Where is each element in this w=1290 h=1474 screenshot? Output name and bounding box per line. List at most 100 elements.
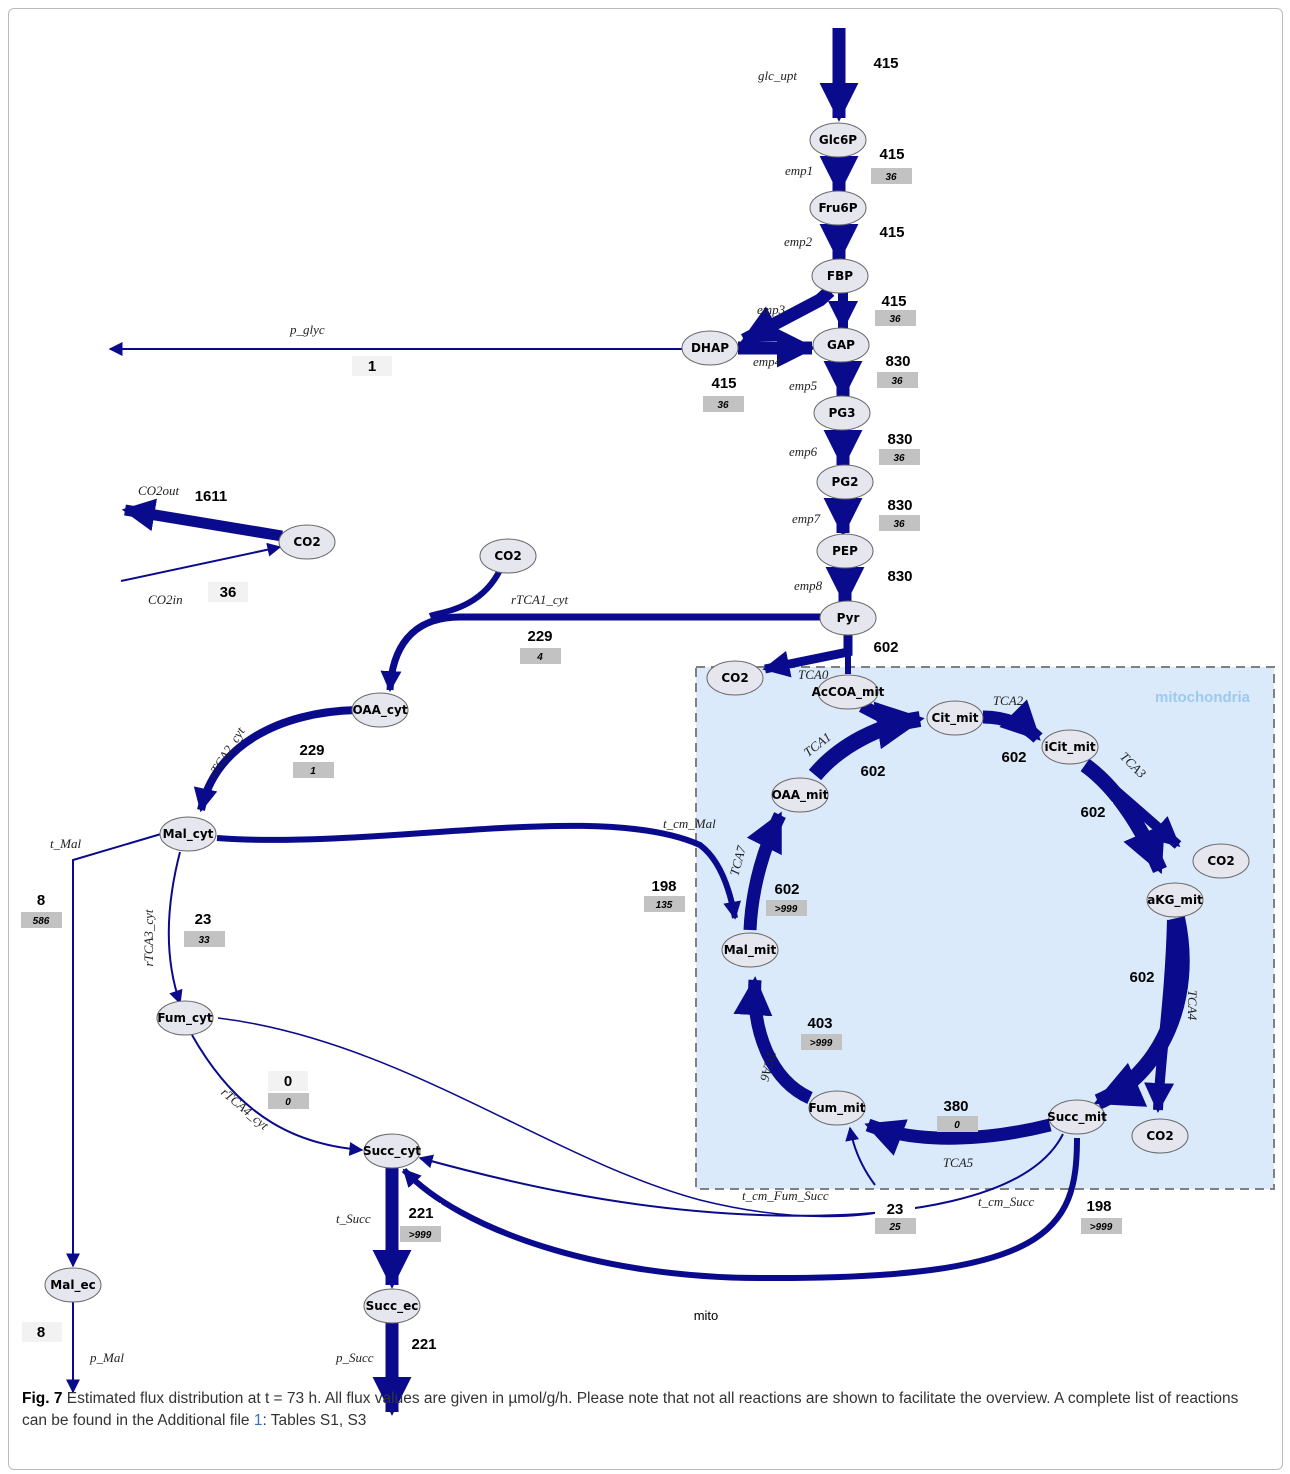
flux-tca2: 602	[994, 746, 1034, 766]
svg-text:CO2: CO2	[1207, 854, 1234, 868]
svg-text:Fum_mit: Fum_mit	[809, 1101, 866, 1116]
label-emp8: emp8	[794, 578, 823, 593]
svg-text:FBP: FBP	[827, 269, 853, 283]
svg-text:Glc6P: Glc6P	[819, 133, 857, 147]
flux-t-cm-succ-dev: >999	[1081, 1218, 1122, 1234]
svg-text:135: 135	[656, 900, 673, 911]
svg-text:iCit_mit: iCit_mit	[1044, 740, 1095, 755]
svg-text:>999: >999	[1090, 1222, 1113, 1233]
node-fum-cyt: Fum_cyt	[156, 1000, 214, 1036]
flux-t-cm-succ: 198	[1079, 1196, 1119, 1216]
node-co2-pdh: CO2	[706, 660, 764, 696]
flux-rtca2-dev: 1	[293, 762, 334, 778]
node-succ-cyt: Succ_cyt	[363, 1133, 421, 1169]
flux-rtca2: 229	[292, 740, 332, 760]
svg-text:602: 602	[774, 881, 799, 898]
svg-text:Pyr: Pyr	[837, 611, 860, 625]
label-t-cm-mal: t_cm_Mal	[663, 816, 716, 831]
svg-text:415: 415	[879, 224, 904, 241]
caption-file-link[interactable]: 1	[253, 1412, 263, 1429]
svg-text:PG3: PG3	[829, 406, 856, 420]
flux-t-mal-dev: 586	[21, 912, 62, 928]
svg-text:23: 23	[887, 1201, 904, 1218]
svg-text:602: 602	[1080, 804, 1105, 821]
label-emp1: emp1	[785, 163, 813, 178]
flux-p-mal: 8	[22, 1322, 62, 1342]
mitochondria-compartment	[695, 666, 1275, 1190]
svg-text:830: 830	[887, 431, 912, 448]
node-co2-ext: CO2	[278, 524, 336, 560]
arrow-co2-fix	[428, 568, 503, 619]
label-tca4: TCA4	[1185, 990, 1200, 1021]
node-pg2: PG2	[816, 464, 874, 500]
arrow-tca4-co2	[1144, 919, 1177, 1113]
arrow-co2in	[120, 542, 282, 582]
svg-text:33: 33	[198, 935, 210, 946]
arrow-rtca2	[193, 706, 357, 813]
svg-text:8: 8	[37, 1324, 45, 1341]
flux-emp6-dev: 36	[879, 449, 920, 465]
flux-tca7-dev: >999	[766, 900, 807, 916]
svg-text:229: 229	[527, 628, 552, 645]
svg-text:403: 403	[807, 1015, 832, 1032]
node-oaa-mit: OAA_mit	[771, 777, 829, 813]
arrow-t-cm-succ	[401, 1137, 1080, 1282]
svg-text:Fru6P: Fru6P	[818, 201, 857, 215]
svg-text:4: 4	[536, 652, 543, 663]
compartment-title: mitochondria	[1155, 689, 1251, 706]
node-succ-mit: Succ_mit	[1047, 1099, 1107, 1135]
flux-emp6: 830	[880, 429, 920, 449]
node-cit-mit: Cit_mit	[926, 700, 984, 736]
label-t-mal: t_Mal	[50, 836, 81, 851]
flux-emp3: 415	[874, 291, 914, 311]
svg-text:415: 415	[881, 293, 906, 310]
svg-text:602: 602	[1129, 969, 1154, 986]
svg-text:25: 25	[888, 1222, 901, 1233]
svg-text:36: 36	[893, 519, 905, 530]
svg-text:PEP: PEP	[832, 544, 858, 558]
arrow-tca5	[864, 1118, 1052, 1156]
flux-t-mal: 8	[22, 890, 62, 910]
node-glc6p: Glc6P	[809, 122, 867, 158]
svg-text:>999: >999	[409, 1230, 432, 1241]
svg-text:36: 36	[220, 584, 237, 601]
flux-emp1: 415	[872, 144, 912, 164]
svg-text:aKG_mit: aKG_mit	[1147, 893, 1203, 908]
flux-t-succ-dev: >999	[400, 1226, 441, 1242]
flux-emp8: 830	[880, 566, 920, 586]
svg-text:0: 0	[285, 1097, 291, 1108]
label-rtca3-cyt: rTCA3_cyt	[141, 909, 156, 966]
flux-values: 415 415 36 415 415 36 415 36 830 36 830 …	[21, 52, 1162, 1354]
flux-p-glyc: 1	[352, 356, 392, 376]
svg-text:415: 415	[711, 375, 736, 392]
label-t-cm-succ: t_cm_Succ	[978, 1194, 1035, 1209]
flux-emp7: 830	[880, 495, 920, 515]
svg-text:>999: >999	[775, 904, 798, 915]
flux-emp7-dev: 36	[879, 515, 920, 531]
flux-emp5: 830	[878, 350, 918, 370]
label-p-glyc: p_glyc	[289, 322, 325, 337]
arrow-t-mal	[66, 833, 162, 1268]
flux-tca3: 602	[1073, 802, 1113, 822]
flux-emp3-dev: 36	[875, 310, 916, 326]
flux-tca0: 602	[866, 637, 906, 657]
flux-co2out: 1611	[190, 486, 230, 506]
svg-text:830: 830	[887, 568, 912, 585]
svg-text:23: 23	[195, 911, 212, 928]
svg-text:>999: >999	[810, 1038, 833, 1049]
svg-text:Mal_cyt: Mal_cyt	[163, 827, 214, 842]
svg-text:36: 36	[889, 314, 901, 325]
label-tca2: TCA2	[993, 693, 1024, 708]
svg-text:198: 198	[1086, 1198, 1111, 1215]
flux-emp5-dev: 36	[877, 372, 918, 388]
node-icit-mit: iCit_mit	[1041, 729, 1099, 765]
flux-tca6-dev: >999	[801, 1034, 842, 1050]
label-emp7: emp7	[792, 511, 821, 526]
flux-tca6: 403	[800, 1013, 840, 1033]
node-co2-akg: CO2	[1192, 843, 1250, 879]
svg-text:36: 36	[893, 453, 905, 464]
flux-t-cm-mal-dev: 135	[644, 896, 685, 912]
flux-emp4: 415	[704, 373, 744, 393]
svg-text:1: 1	[310, 766, 316, 777]
